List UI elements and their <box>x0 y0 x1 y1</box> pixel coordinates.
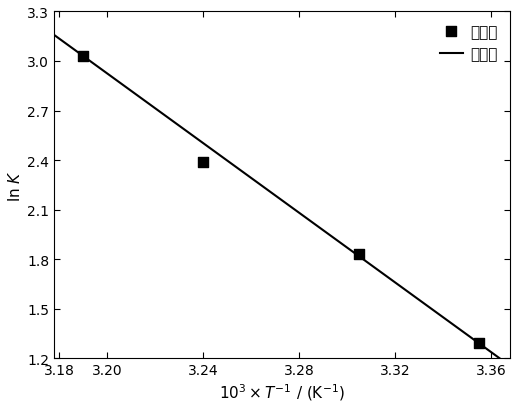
Point <box>475 340 483 347</box>
Point <box>199 159 207 166</box>
X-axis label: $10^3 \times T^{-1}$ / (K$^{-1}$): $10^3 \times T^{-1}$ / (K$^{-1}$) <box>219 382 345 402</box>
Point <box>355 252 363 258</box>
Point <box>79 54 87 60</box>
Legend: 实验値, 拟合値: 实验値, 拟合値 <box>435 20 503 67</box>
Y-axis label: ln $K$: ln $K$ <box>7 170 23 201</box>
